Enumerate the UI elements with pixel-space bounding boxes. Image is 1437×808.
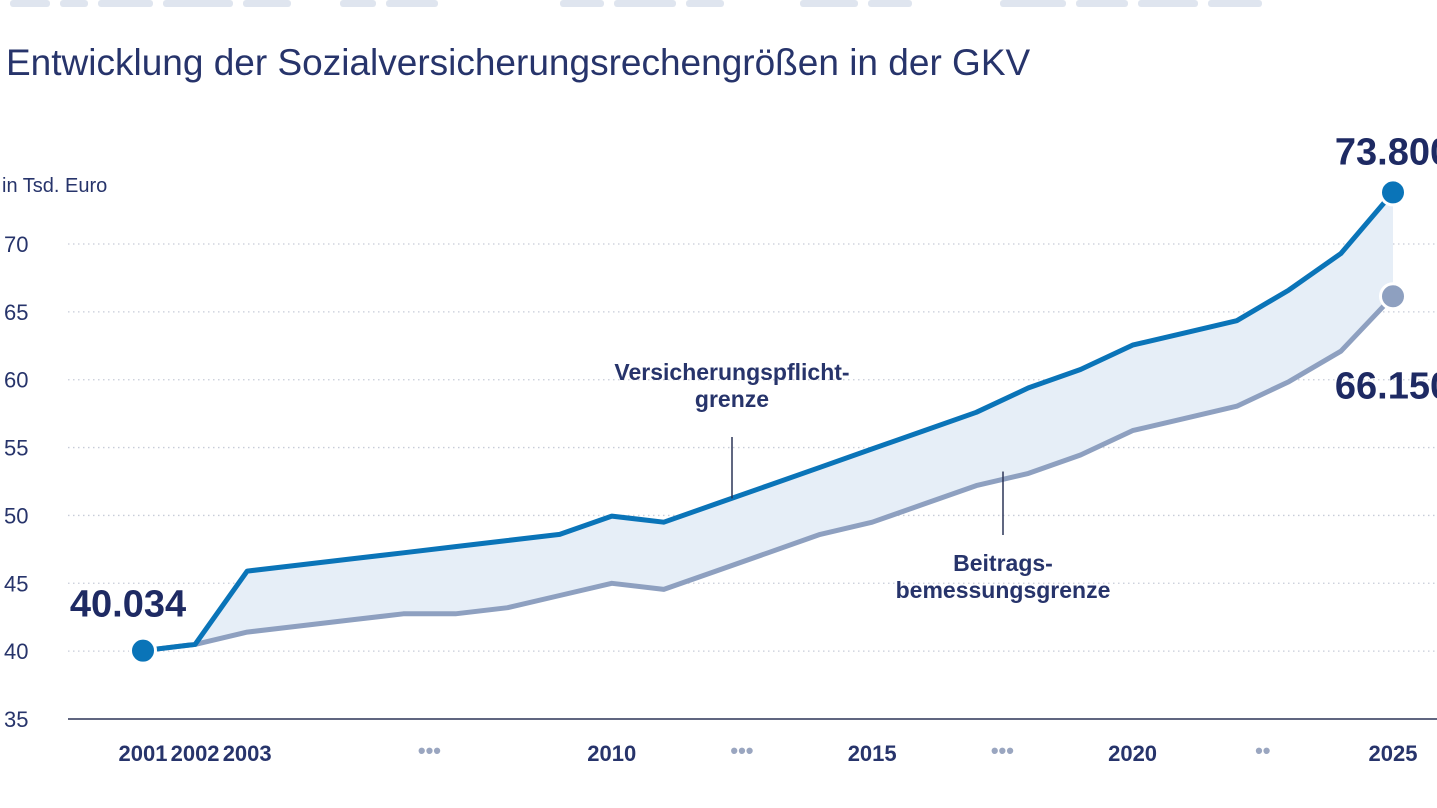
y-tick-label-60: 60 <box>4 368 28 393</box>
range-band <box>143 192 1393 651</box>
value-label-0: 40.034 <box>70 584 186 626</box>
endpoint-marker-2 <box>1379 282 1407 311</box>
y-tick-label-35: 35 <box>4 707 28 732</box>
x-tick-label-2015: 2015 <box>848 741 897 766</box>
endpoint-marker-0 <box>129 636 157 665</box>
x-tick-label-2025: 2025 <box>1369 741 1418 766</box>
y-tick-label-55: 55 <box>4 436 28 461</box>
series-label-1-line-1: bemessungsgrenze <box>896 577 1111 603</box>
x-tick-label-2002: 2002 <box>171 741 220 766</box>
x-axis-tick-labels: 2001 2002 2003 2010 2015 2020 2025••• ••• ••• •• <box>119 738 1418 766</box>
cropped-headline-glyphs <box>10 0 1262 7</box>
x-tick-label-2010: 2010 <box>587 741 636 766</box>
series-label-0-line-1: grenze <box>695 386 769 412</box>
x-gap-marker-1: ••• <box>730 738 753 763</box>
series-line-1 <box>140 293 1396 654</box>
y-tick-label-40: 40 <box>4 639 28 664</box>
x-gap-marker-3: •• <box>1255 738 1270 763</box>
y-tick-label-70: 70 <box>4 232 28 257</box>
series-line-0 <box>140 189 1396 654</box>
x-tick-label-2001: 2001 <box>119 741 168 766</box>
series-label-leaders <box>731 437 1004 535</box>
endpoint-marker-1 <box>1379 178 1407 207</box>
x-tick-label-2020: 2020 <box>1108 741 1157 766</box>
x-gap-marker-0: ••• <box>418 738 441 763</box>
series-label-1-line-0: Beitrags- <box>953 550 1053 576</box>
x-tick-label-2003: 2003 <box>223 741 272 766</box>
endpoint-markers <box>129 178 1407 665</box>
value-label-2: 66.150 <box>1335 365 1437 407</box>
cropped-headline <box>0 0 1437 8</box>
x-gap-marker-2: ••• <box>991 738 1014 763</box>
y-tick-label-45: 45 <box>4 571 28 596</box>
series-label-0-line-0: Versicherungspflicht- <box>614 359 849 385</box>
y-axis-unit-label: in Tsd. Euro <box>2 175 107 197</box>
y-tick-label-50: 50 <box>4 503 28 528</box>
chart-subtitle: Entwicklung der Sozialversicherungsreche… <box>6 42 1031 83</box>
y-tick-label-65: 65 <box>4 300 28 325</box>
series-labels: Versicherungspflicht-grenze Beitrags-beme… <box>614 359 1110 603</box>
value-labels: 40.034 73.800 66.150 <box>70 131 1437 625</box>
series-lines <box>140 189 1396 654</box>
y-axis-tick-labels: 35 40 45 50 55 60 65 70 <box>4 232 28 732</box>
value-label-1: 73.800 <box>1335 131 1437 173</box>
